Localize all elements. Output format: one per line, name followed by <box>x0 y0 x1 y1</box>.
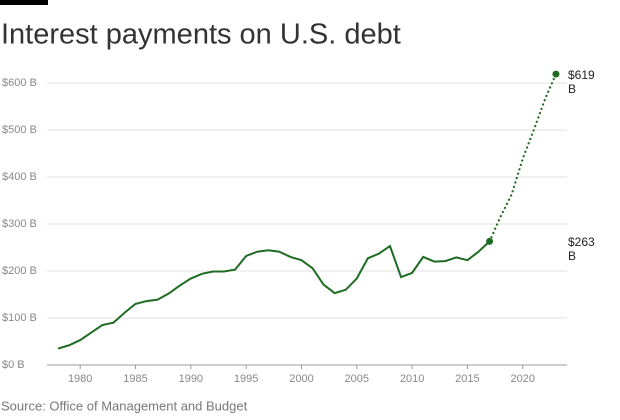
y-tick-label: $200 B <box>2 265 37 277</box>
x-tick-label: 2005 <box>345 373 369 385</box>
y-tick-label: $100 B <box>2 312 37 324</box>
y-tick-label: $400 B <box>2 171 37 183</box>
top-bar <box>0 0 48 5</box>
point-marker <box>552 70 560 78</box>
x-tick-label: 2020 <box>511 373 535 385</box>
source: Source: Office of Management and Budget <box>1 398 248 413</box>
x-tick-label: 1990 <box>179 373 203 385</box>
x-tick-label: 2010 <box>400 373 424 385</box>
x-tick-label: 2015 <box>455 373 479 385</box>
series-line <box>57 240 491 350</box>
x-tick-label: 1985 <box>123 373 147 385</box>
y-tick-label: $500 B <box>2 124 37 136</box>
series-line <box>488 72 558 243</box>
y-tick-label: $300 B <box>2 218 37 230</box>
annotation: $619 B <box>568 68 595 97</box>
x-tick-label: 2000 <box>289 373 313 385</box>
y-tick-label: $600 B <box>2 77 37 89</box>
x-tick-label: 1995 <box>234 373 258 385</box>
point-marker <box>486 237 494 245</box>
chart-title: Interest payments on U.S. debt <box>1 19 401 51</box>
annotation: $263 B <box>568 235 595 264</box>
x-tick-label: 1980 <box>68 373 92 385</box>
y-tick-label: $0 B <box>2 359 25 371</box>
